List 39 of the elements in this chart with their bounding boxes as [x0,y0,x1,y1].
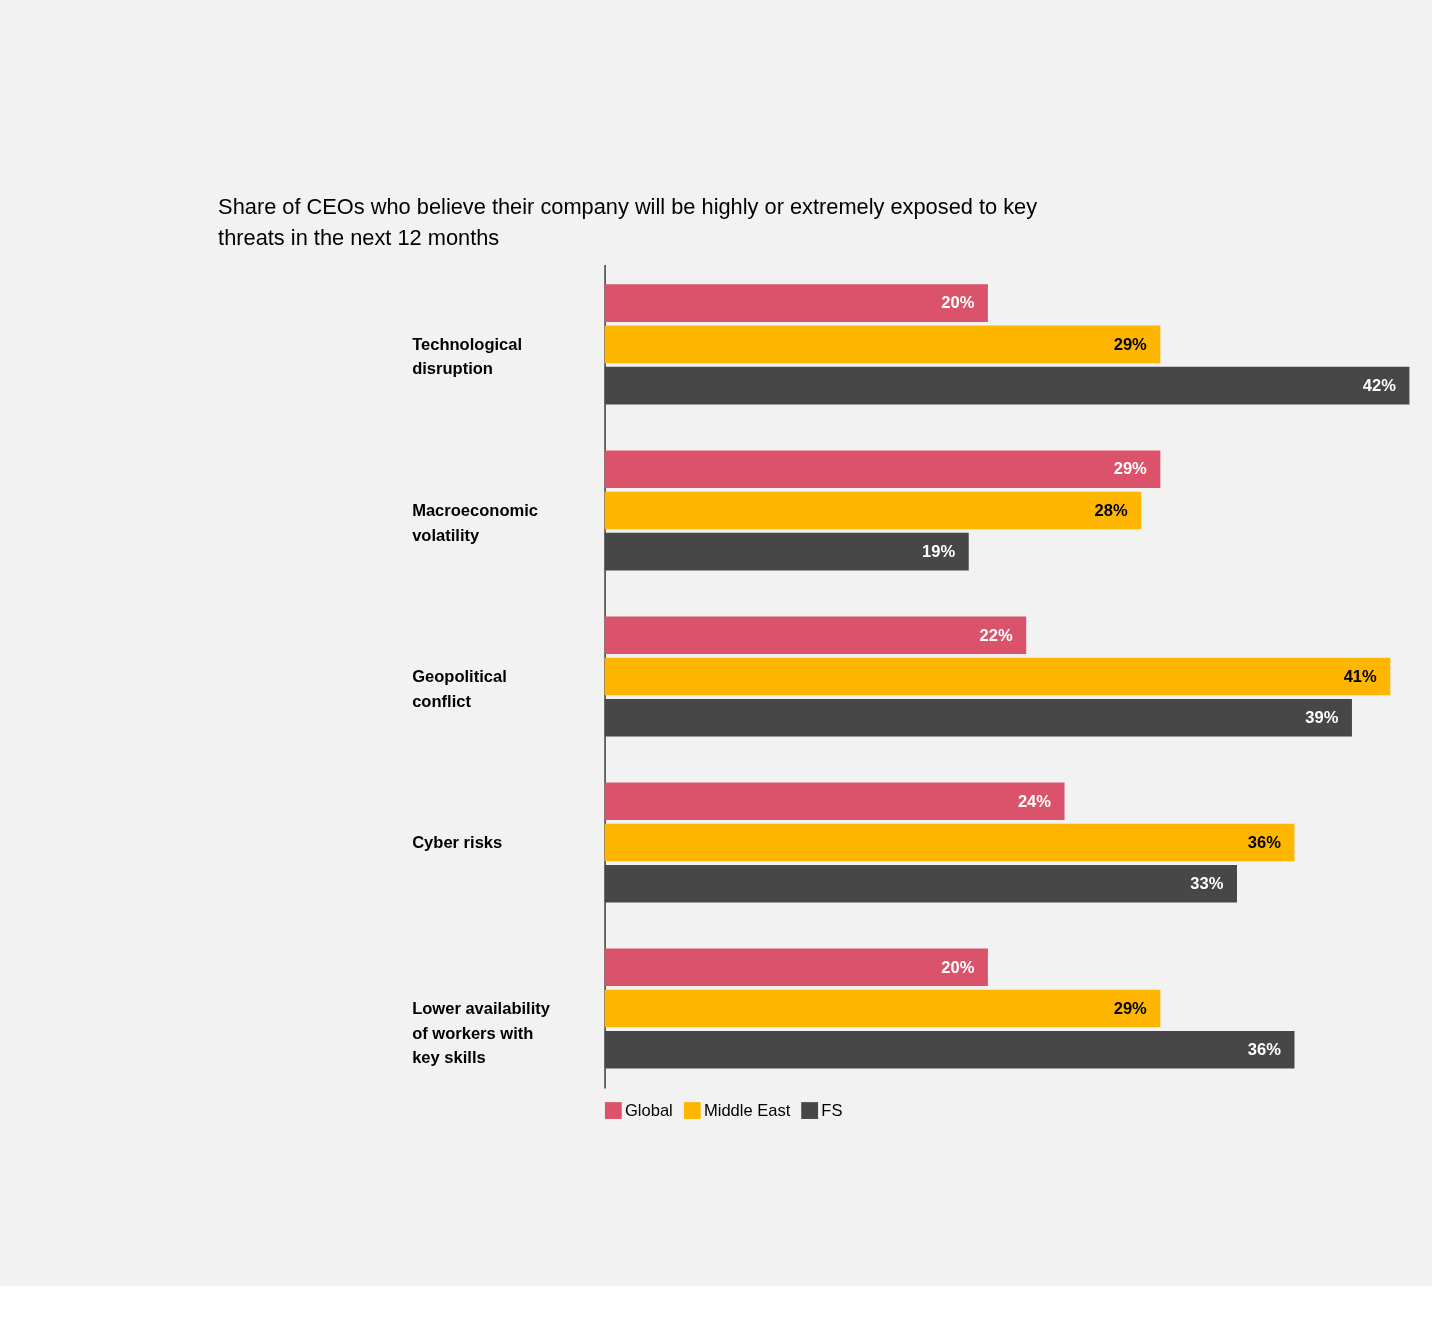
bar [604,366,1410,405]
data-label: 29% [1113,334,1148,354]
data-label: 42% [1362,375,1397,395]
bar [604,284,988,322]
y-tick-label: Cyber risks [412,832,503,852]
data-label: 29% [1113,998,1148,1018]
data-label: 39% [1305,707,1339,727]
y-tick-label: Technological disruption [412,334,523,379]
chart-title: Share of CEOs who believe their company will be highly or extremely exposed to key threats in the next 12 months [218,194,1038,251]
y-tick-label: Lower availability of workers with key skills [412,998,551,1068]
y-tick-label: Geopolitical conflict [412,666,507,711]
data-label: 33% [1190,873,1224,893]
data-label: 28% [1094,500,1128,520]
data-label: 22% [979,625,1013,645]
data-label: 19% [922,541,956,561]
bar [604,450,1161,489]
bar [604,491,1142,530]
data-label: 41% [1343,666,1378,686]
data-label: 36% [1247,1040,1282,1060]
data-label: 29% [1113,459,1148,479]
bar [604,657,1391,696]
data-label: 24% [1017,791,1052,811]
bar [604,948,988,987]
bar [604,782,1065,821]
bar [604,989,1161,1028]
y-tick-label: Macroeconomic volatility [412,500,539,545]
bar [604,823,1295,862]
legend-label: FS [821,1100,843,1120]
bar [604,616,1027,655]
bar [604,864,1237,903]
bar [604,325,1161,364]
bar [604,532,969,571]
bar [604,698,1352,737]
data-label: 36% [1247,832,1282,852]
data-label: 20% [941,957,975,977]
data-label: 20% [941,293,975,313]
legend-label: Global [625,1100,673,1120]
bar [604,1030,1295,1069]
legend-label: Middle East [703,1100,791,1120]
